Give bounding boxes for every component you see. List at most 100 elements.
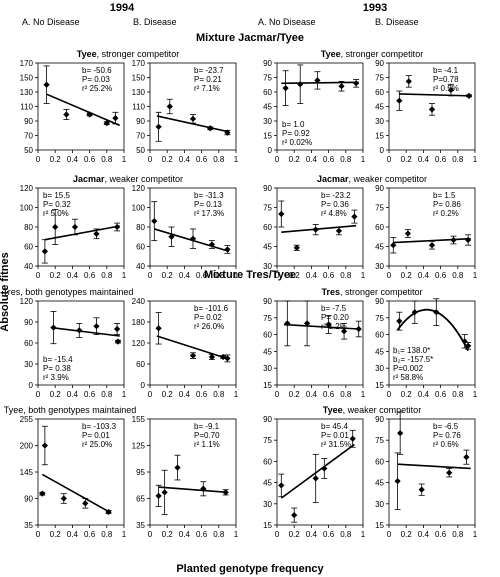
data-point	[155, 492, 162, 499]
y-tick-label: 60	[375, 457, 384, 466]
stat-label: r² 58.8%	[393, 373, 423, 382]
column-label-1993-a: A. No Disease	[258, 17, 316, 27]
data-point	[278, 210, 285, 218]
y-tick-label: 0	[268, 146, 273, 155]
y-tick-label: 125	[132, 442, 146, 451]
y-tick-label: 145	[20, 468, 34, 477]
x-tick-label: 1	[473, 271, 478, 280]
data-point	[43, 81, 50, 88]
stat-label: r² 26.0%	[194, 322, 224, 331]
column-label-1993-b: B. Disease	[375, 17, 419, 27]
plot-frame	[388, 300, 476, 386]
y-tick-label: 60	[263, 223, 272, 232]
x-tick-label: 0	[387, 390, 392, 399]
y-tick-label: 75	[375, 74, 384, 83]
data-point	[86, 111, 93, 118]
stat-label: P= 0.01	[82, 431, 110, 440]
stat-label: b= -15.4	[43, 355, 73, 364]
y-tick-label: 30	[263, 117, 272, 126]
panel-0-3: 0 15 30 45 60 75 90 0 0.2 0.4 0.6 0.8 1 b= -4.1P=0.78…	[375, 59, 478, 164]
data-point	[93, 230, 100, 237]
y-tick-label: 60	[375, 331, 384, 340]
y-tick-label: 90	[375, 59, 384, 68]
stat-label: r² 5.0%	[43, 209, 69, 218]
x-tick-label: 0.2	[289, 390, 301, 399]
data-point	[161, 489, 168, 496]
panel-2-3: 15 30 45 60 75 90 0 0.2 0.4 0.6 0.8 1 b₁= 138.0*b₂= …	[375, 297, 478, 399]
x-tick-label: 0.6	[435, 155, 447, 164]
x-tick-label: 0.2	[162, 530, 174, 539]
regression-line	[50, 326, 120, 337]
x-tick-label: 0.2	[289, 155, 301, 164]
data-point	[312, 226, 319, 233]
stat-label: r² 0.2%	[433, 209, 459, 218]
x-tick-label: 0.4	[179, 155, 191, 164]
panel-3-0: 35 90 145 200 255 0 0.2 0.4 0.6 0.8 1 b= -103.3P= 0…	[20, 415, 127, 539]
data-point	[353, 80, 360, 87]
stat-label: b= -23.2	[321, 191, 351, 200]
stat-label: P=0.78	[433, 75, 459, 84]
data-point	[303, 320, 311, 327]
figure-headers: 1994 1993 A. No Disease B. Disease A. No…	[0, 2, 427, 575]
data-point	[114, 223, 121, 231]
stat-label: r² 4.8%	[321, 209, 347, 218]
data-point	[450, 236, 457, 244]
panel-0-0: 50 70 90 110 130 150 170 0 0.2 0.4 0.6 0.8 1 b= -50.6…	[20, 59, 127, 164]
y-tick-label: 120	[20, 184, 34, 193]
x-tick-label: 1	[473, 155, 478, 164]
x-tick-label: 0	[387, 155, 392, 164]
data-point	[114, 325, 121, 333]
y-tick-label: 15	[263, 381, 272, 390]
y-tick-label: 240	[132, 297, 146, 306]
x-tick-label: 1	[234, 271, 239, 280]
data-point	[461, 338, 468, 345]
data-point	[312, 475, 319, 482]
x-tick-label: 0.6	[323, 530, 335, 539]
y-tick-label: 60	[136, 243, 145, 252]
x-tick-label: 0.6	[196, 155, 208, 164]
y-tick-label: 90	[375, 184, 384, 193]
data-point	[465, 236, 472, 244]
stat-label: P= 0.21	[194, 75, 222, 84]
stat-label: b= -9.1	[194, 422, 220, 431]
plot-frame	[388, 418, 476, 526]
data-point	[335, 227, 343, 235]
x-tick-label: 0.8	[101, 530, 113, 539]
panel-1-1: 40 60 80 100 120 0 0.2 0.4 0.6 0.8 1 b= -31.3P= 0.1…	[132, 184, 239, 280]
y-tick-label: 15	[263, 521, 272, 530]
column-label-1994-b: B. Disease	[133, 17, 177, 27]
stat-label: P= 0.92	[282, 129, 310, 138]
y-tick-label: 90	[24, 495, 33, 504]
data-point	[166, 103, 173, 110]
x-tick-label: 1	[361, 271, 366, 280]
y-tick-label: 30	[375, 500, 384, 509]
x-tick-label: 0.8	[452, 155, 464, 164]
regression-line	[158, 486, 228, 494]
y-tick-label: 30	[375, 364, 384, 373]
y-tick-label: 90	[375, 415, 384, 424]
y-tick-label: 0	[141, 381, 146, 390]
plot-frame	[149, 300, 237, 386]
section-title-tres-tyee: Mixture Tres/Tyee	[204, 269, 296, 281]
x-tick-label: 0.8	[340, 271, 352, 280]
panel-1-0: 40 60 80 100 120 0 0.2 0.4 0.6 0.8 1 b= 15.5P= 0.32…	[20, 184, 127, 280]
panel-1-2: 30 45 60 75 90 0 0.2 0.4 0.6 0.8 1 b= -23.2P= 0.36r…	[263, 184, 366, 280]
y-tick-label: 90	[263, 415, 272, 424]
x-tick-label: 0.6	[196, 271, 208, 280]
stat-label: b₁= 138.0*	[393, 346, 430, 355]
year-label-1994: 1994	[110, 2, 135, 14]
y-tick-label: 170	[132, 59, 146, 68]
y-tick-label: 80	[136, 223, 145, 232]
data-point	[174, 464, 181, 471]
y-tick-label: 50	[136, 146, 145, 155]
panel-2-1: 0 60 120 180 240 0 0.2 0.4 0.6 0.8 1 b= -101.6P= 0.…	[132, 297, 239, 399]
data-point	[200, 485, 207, 492]
y-tick-label: 170	[20, 59, 34, 68]
stat-label: P= 0.20	[321, 313, 349, 322]
plot-frame	[276, 300, 364, 386]
data-point	[189, 115, 197, 122]
y-tick-label: 75	[263, 74, 272, 83]
y-tick-label: 180	[132, 318, 146, 327]
y-tick-label: 45	[263, 347, 272, 356]
data-point	[433, 309, 440, 316]
